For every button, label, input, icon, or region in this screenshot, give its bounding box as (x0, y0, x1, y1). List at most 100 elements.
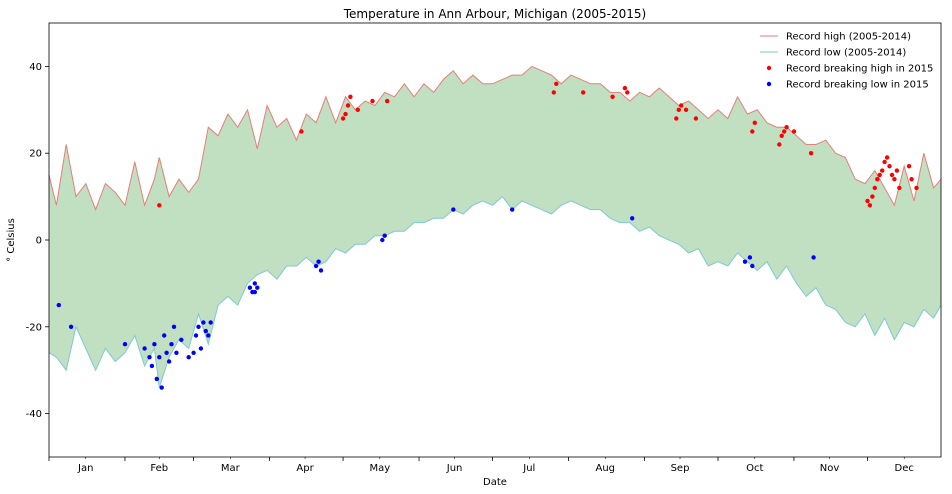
record-breaking-high-point (340, 116, 346, 121)
record-breaking-low-point (56, 302, 61, 308)
legend-label-breaking-low: Record breaking low in 2015 (786, 80, 929, 91)
record-breaking-high-point (887, 164, 892, 169)
record-breaking-high-point (622, 85, 628, 91)
record-breaking-low-point (510, 207, 515, 212)
y-axis-label: ° Celsius (6, 218, 17, 262)
y-tick-label: -40 (26, 409, 42, 420)
legend-label-record-high: Record high (2005-2014) (786, 32, 911, 43)
record-breaking-high-point (877, 172, 882, 178)
record-breaking-high-point (875, 177, 880, 182)
record-breaking-low-point (166, 359, 172, 364)
record-breaking-high-point (884, 155, 890, 160)
x-tick-label-may: May (369, 463, 390, 474)
record-breaking-low-point (162, 333, 167, 338)
axes: -40 -20 0 20 40 Jan Feb Mar Apr May Jun Jul Aug Sep Oc… (26, 22, 942, 474)
x-tick-label-jun: Jun (446, 463, 463, 474)
record-breaking-high-point (865, 198, 870, 204)
record-breaking-low-point (313, 263, 319, 269)
record-breaking-high-point (581, 90, 586, 95)
record-breaking-low-point (206, 333, 211, 338)
legend-swatch-breaking-high (766, 65, 772, 71)
chart-title: Temperature in Ann Arbour, Michigan (200… (343, 7, 646, 21)
record-breaking-low-point (255, 285, 260, 290)
legend-swatch-breaking-low (766, 81, 772, 87)
record-breaking-high-point (872, 185, 877, 191)
x-tick-label-dec: Dec (895, 463, 914, 474)
record-breaking-high-point (343, 111, 348, 117)
x-tick-label-jan: Jan (77, 463, 93, 474)
y-tick-label: 0 (36, 236, 42, 247)
record-breaking-low-point (157, 355, 162, 360)
record-breaking-high-point (779, 133, 784, 138)
record-breaking-high-point (370, 98, 375, 104)
record-breaking-low-point (193, 333, 199, 338)
legend-label-breaking-high: Record breaking high in 2015 (786, 64, 933, 75)
record-breaking-low-point (152, 342, 157, 347)
record-breaking-high-point (551, 90, 556, 95)
x-tick-label-mar: Mar (221, 463, 241, 474)
record-breaking-low-point (203, 328, 208, 334)
record-breaking-low-point (147, 355, 152, 360)
record-breaking-high-point (679, 103, 684, 108)
record-low-line (48, 195, 942, 388)
record-breaking-high-point (554, 81, 559, 87)
record-breaking-high-point (784, 125, 789, 130)
record-breaking-low-point (164, 350, 169, 355)
y-tick-label: 20 (29, 149, 42, 160)
record-breaking-low-point (169, 342, 174, 347)
record-breaking-low-point (252, 289, 257, 295)
x-tick-label-aug: Aug (596, 463, 616, 474)
x-tick-label-jul: Jul (522, 463, 535, 474)
record-breaking-low-point (742, 259, 748, 264)
record-breaking-high-point (752, 120, 757, 126)
record-breaking-low-point (196, 324, 201, 329)
record-breaking-high-point (385, 98, 390, 104)
record-breaking-low-point (191, 350, 196, 355)
record-breaking-low-point (186, 355, 191, 360)
record-breaking-low-point (171, 324, 177, 329)
record-breaking-high-point (676, 107, 681, 113)
record-breaking-low-point (380, 237, 385, 243)
legend-label-record-low: Record low (2005-2014) (786, 48, 906, 59)
record-breaking-low-point (811, 255, 816, 260)
record-breaking-high-point (867, 203, 873, 208)
record-breaking-high-point (693, 116, 699, 121)
record-breaking-high-point (906, 164, 912, 169)
record-breaking-low-point (68, 324, 74, 329)
record-breaking-low-point (149, 363, 155, 369)
record-breaking-high-point (355, 107, 360, 113)
record-breaking-low-point (252, 281, 257, 286)
record-breaking-high-point (882, 159, 887, 165)
record-breaking-low-point (247, 285, 253, 290)
x-tick-label-nov: Nov (820, 463, 840, 474)
record-breaking-high-point (348, 94, 353, 100)
record-breaking-low-point (318, 268, 324, 273)
x-tick-label-apr: Apr (296, 463, 314, 474)
record-breaking-high-point (777, 142, 782, 147)
record-breaking-low-point (154, 376, 159, 382)
record-breaking-low-point (382, 233, 387, 238)
record-breaking-high-point (345, 103, 351, 108)
x-tick-label-feb: Feb (150, 463, 168, 474)
record-breaking-low-point (159, 385, 164, 390)
record-breaking-high-point (299, 129, 304, 134)
record-breaking-high-point (610, 94, 615, 100)
record-breaking-low-point (630, 216, 635, 221)
record-breaking-high-point (880, 168, 885, 173)
record-breaking-low-point (201, 320, 206, 325)
record-breaking-high-point (909, 177, 914, 182)
record-breaking-high-point (889, 172, 895, 178)
record-breaking-low-point (179, 337, 184, 342)
x-tick-label-oct: Oct (746, 463, 763, 474)
plot-area (48, 65, 942, 390)
record-breaking-low-point (747, 255, 753, 260)
record-breaking-high-point (894, 168, 900, 173)
record-breaking-high-point (808, 151, 814, 156)
record-breaking-low-point (174, 350, 179, 355)
record-breaking-low-point (142, 346, 147, 351)
legend: Record high (2005-2014) Record low (2005… (760, 32, 933, 91)
record-breaking-high-point (782, 129, 787, 134)
record-breaking-high-point (674, 116, 679, 121)
record-breaking-low-point (451, 207, 456, 212)
